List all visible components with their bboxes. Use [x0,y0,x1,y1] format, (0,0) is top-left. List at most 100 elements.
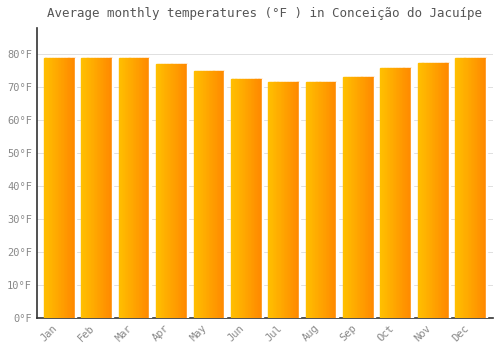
Bar [257,79,258,318]
Bar [95,58,96,318]
Bar [200,71,201,318]
Bar [438,63,440,318]
Bar [466,58,468,318]
Bar [393,68,394,318]
Bar [67,58,68,318]
Bar [195,71,196,318]
Bar [128,58,130,318]
Bar [242,79,243,318]
Bar [59,58,61,318]
Bar [440,63,441,318]
Bar [441,63,442,318]
Bar [374,77,376,318]
Bar [118,58,120,318]
Bar [86,58,88,318]
Bar [370,77,372,318]
Bar [442,63,444,318]
Bar [185,64,187,318]
Bar [173,64,174,318]
Bar [446,63,447,318]
Bar [164,64,166,318]
Bar [131,58,132,318]
Bar [214,71,215,318]
Bar [372,77,374,318]
Bar [143,58,145,318]
Bar [74,58,76,318]
Bar [145,58,146,318]
Bar [108,58,109,318]
Bar [364,77,366,318]
Bar [148,58,150,318]
Bar [156,64,158,318]
Bar [243,79,245,318]
Bar [158,64,159,318]
Bar [216,71,218,318]
Bar [316,82,318,318]
Bar [468,58,469,318]
Bar [251,79,252,318]
Bar [328,82,330,318]
Bar [150,58,151,318]
Bar [262,79,263,318]
Bar [64,58,66,318]
Bar [390,68,392,318]
Bar [212,71,214,318]
Bar [179,64,180,318]
Bar [170,64,172,318]
Bar [382,68,384,318]
Bar [90,58,92,318]
Bar [252,79,254,318]
Bar [426,63,427,318]
Bar [232,79,234,318]
Bar [424,63,426,318]
Bar [391,68,393,318]
Bar [306,82,308,318]
Bar [194,71,195,318]
Bar [196,71,198,318]
Bar [363,77,364,318]
Bar [486,58,488,318]
Bar [132,58,134,318]
Bar [256,79,257,318]
Bar [273,82,274,318]
Bar [422,63,424,318]
Bar [134,58,136,318]
Bar [288,82,290,318]
Bar [472,58,474,318]
Bar [477,58,478,318]
Bar [250,79,251,318]
Bar [432,63,434,318]
Bar [343,77,344,318]
Bar [354,77,356,318]
Bar [384,68,385,318]
Bar [385,68,386,318]
Bar [221,71,222,318]
Bar [293,82,294,318]
Bar [282,82,284,318]
Bar [349,77,351,318]
Bar [184,64,186,318]
Bar [202,71,204,318]
Bar [285,82,287,318]
Bar [346,77,348,318]
Bar [280,82,282,318]
Bar [84,58,86,318]
Bar [284,82,285,318]
Bar [234,79,235,318]
Bar [411,68,412,318]
Bar [54,58,56,318]
Bar [258,79,260,318]
Bar [286,82,288,318]
Bar [208,71,209,318]
Bar [236,79,237,318]
Bar [307,82,309,318]
Bar [406,68,408,318]
Bar [198,71,200,318]
Bar [362,77,363,318]
Bar [348,77,350,318]
Bar [470,58,472,318]
Bar [104,58,106,318]
Bar [298,82,299,318]
Bar [399,68,400,318]
Bar [478,58,480,318]
